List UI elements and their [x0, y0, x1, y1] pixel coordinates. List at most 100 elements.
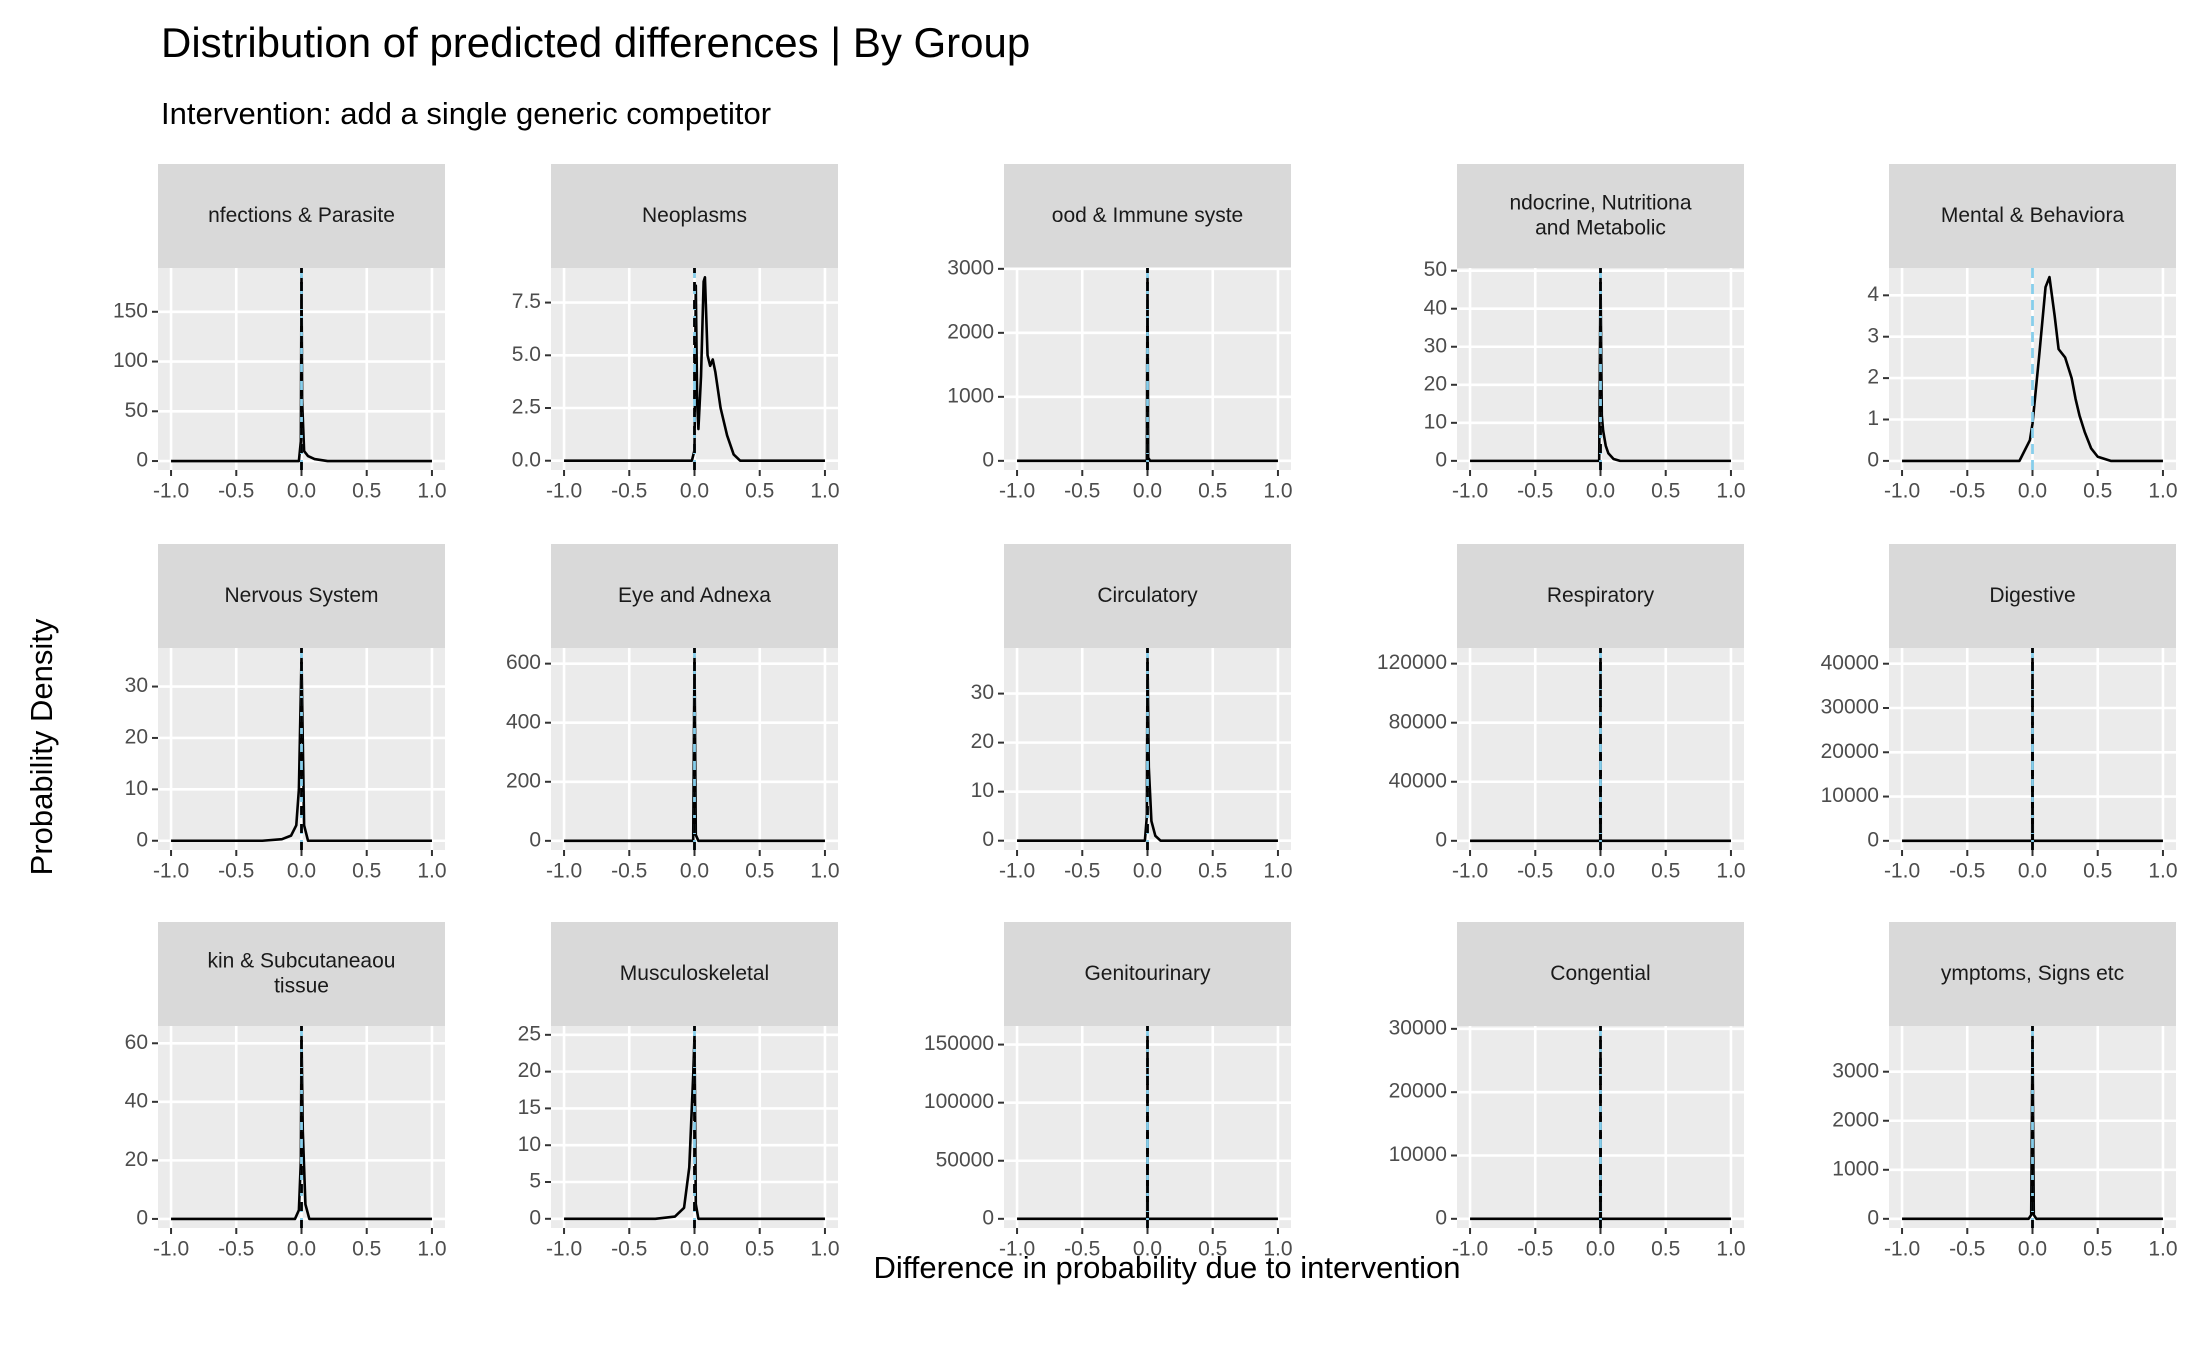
x-tick-label: -0.5 [1517, 480, 1553, 503]
x-tick-label: 1.0 [2148, 1238, 2177, 1261]
x-tick-label: -0.5 [1949, 860, 1985, 883]
strip-label: Neoplasms [642, 204, 747, 227]
density-line [564, 275, 825, 463]
y-tick-label: 0 [529, 1206, 541, 1229]
strip-background [1457, 544, 1744, 648]
strip-background [551, 922, 838, 1026]
strip-background [551, 164, 838, 268]
y-tick-label: 50 [1424, 258, 1447, 281]
strip-label: Respiratory [1547, 584, 1655, 607]
strip-label-line: Congential [1550, 962, 1650, 985]
x-tick-label: -0.5 [611, 480, 647, 503]
plot-area [171, 268, 432, 470]
plot-area [564, 268, 825, 470]
x-tick-label: -1.0 [1452, 480, 1488, 503]
x-tick-label: 0.5 [352, 1238, 381, 1261]
y-tick-label: 0 [982, 1206, 994, 1229]
density-line [171, 275, 432, 463]
x-tick-label: 0.5 [745, 860, 774, 883]
y-tick-label: 20 [1424, 372, 1447, 395]
x-tick-label: -1.0 [1452, 1238, 1488, 1261]
plot-area [171, 1026, 432, 1228]
x-tick-label: 0.0 [1133, 860, 1162, 883]
y-tick-label: 20 [125, 1148, 148, 1171]
plot-area [1902, 648, 2163, 850]
x-tick-label: -1.0 [1884, 480, 1920, 503]
y-tick-label: 2000 [947, 320, 994, 343]
y-tick-label: 0 [529, 828, 541, 851]
x-tick-label: -1.0 [546, 1238, 582, 1261]
strip-label: Genitourinary [1084, 962, 1211, 985]
x-tick-label: -1.0 [999, 1238, 1035, 1261]
x-tick-label: -0.5 [611, 1238, 647, 1261]
y-tick-label: 200 [506, 769, 541, 792]
strip-label: Musculoskeletal [620, 962, 769, 985]
x-tick-label: 0.0 [1133, 1238, 1162, 1261]
y-tick-label: 120000 [1377, 651, 1447, 674]
strip-background [1004, 164, 1291, 268]
y-tick-label: 30000 [1389, 1016, 1447, 1039]
facet-panel: Genitourinary -1.0 -0.5 0.0 0.5 1.0 0 50000 1000… [924, 922, 1293, 1261]
strip-label-line: and Metabolic [1535, 216, 1666, 239]
y-tick-label: 40 [1424, 296, 1447, 319]
strip-label: ndocrine, Nutritiona and Metabolic [1509, 191, 1691, 239]
strip-label: ood & Immune syste [1052, 204, 1243, 227]
x-tick-label: 1.0 [1263, 1238, 1292, 1261]
y-tick-label: 150 [113, 299, 148, 322]
y-tick-label: 10 [125, 777, 148, 800]
y-tick-label: 0.0 [512, 448, 541, 471]
x-tick-label: 0.0 [1133, 480, 1162, 503]
plot-area [1902, 268, 2163, 470]
plot-area [171, 648, 432, 850]
x-tick-label: 1.0 [1263, 480, 1292, 503]
strip-label-line: nfections & Parasite [208, 204, 395, 227]
chart-subtitle: Intervention: add a single generic compe… [161, 96, 771, 131]
strip-label: Digestive [1989, 584, 2075, 607]
x-tick-label: 0.0 [287, 480, 316, 503]
x-tick-label: -0.5 [1949, 1238, 1985, 1261]
y-tick-label: 30000 [1821, 696, 1879, 719]
facet-panel: Neoplasms -1.0 -0.5 0.0 0.5 1.0 0.0 2.5 5.0 7.5 [512, 164, 840, 503]
y-tick-label: 50 [125, 399, 148, 422]
facet-panel: Congential -1.0 -0.5 0.0 0.5 1.0 0 10000 20000 30… [1389, 922, 1746, 1261]
x-tick-label: 0.0 [287, 1238, 316, 1261]
y-tick-label: 10 [1424, 410, 1447, 433]
y-tick-label: 20000 [1821, 740, 1879, 763]
strip-label: Mental & Behaviora [1941, 204, 2125, 227]
strip-background [1457, 164, 1744, 268]
y-tick-label: 2 [1867, 366, 1879, 389]
strip-label: Circulatory [1097, 584, 1198, 607]
x-tick-label: -0.5 [1517, 1238, 1553, 1261]
strip-label-line: Neoplasms [642, 204, 747, 227]
plot-area [564, 648, 825, 850]
y-tick-label: 7.5 [512, 290, 541, 313]
x-tick-label: 1.0 [2148, 480, 2177, 503]
plot-area [1902, 1026, 2163, 1228]
strip-background [1889, 164, 2176, 268]
y-tick-label: 600 [506, 651, 541, 674]
y-tick-label: 10000 [1389, 1143, 1447, 1166]
strip-label: Congential [1550, 962, 1650, 985]
x-tick-label: 0.5 [1198, 860, 1227, 883]
x-tick-label: -0.5 [1949, 480, 1985, 503]
strip-label-line: Nervous System [224, 584, 378, 607]
x-tick-label: -1.0 [999, 480, 1035, 503]
x-axis-title: Difference in probability due to interve… [873, 1250, 1460, 1285]
plot-area [1470, 268, 1731, 470]
x-tick-label: 0.5 [2083, 480, 2112, 503]
density-line [1902, 275, 2163, 463]
strip-label-line: Digestive [1989, 584, 2075, 607]
x-tick-label: 0.0 [680, 1238, 709, 1261]
y-tick-label: 30 [1424, 334, 1447, 357]
y-tick-label: 1000 [1832, 1157, 1879, 1180]
y-tick-label: 0 [1435, 1206, 1447, 1229]
x-tick-label: -1.0 [1884, 1238, 1920, 1261]
x-tick-label: 0.5 [352, 860, 381, 883]
x-tick-label: 0.5 [2083, 860, 2112, 883]
strip-background [1889, 922, 2176, 1026]
strip-background [551, 544, 838, 648]
facet-panel: ood & Immune syste -1.0 -0.5 0.0 0.5 1.0 0 1000… [947, 164, 1293, 503]
strip-label-line: kin & Subcutaneaou [208, 949, 396, 972]
x-tick-label: 0.5 [745, 480, 774, 503]
